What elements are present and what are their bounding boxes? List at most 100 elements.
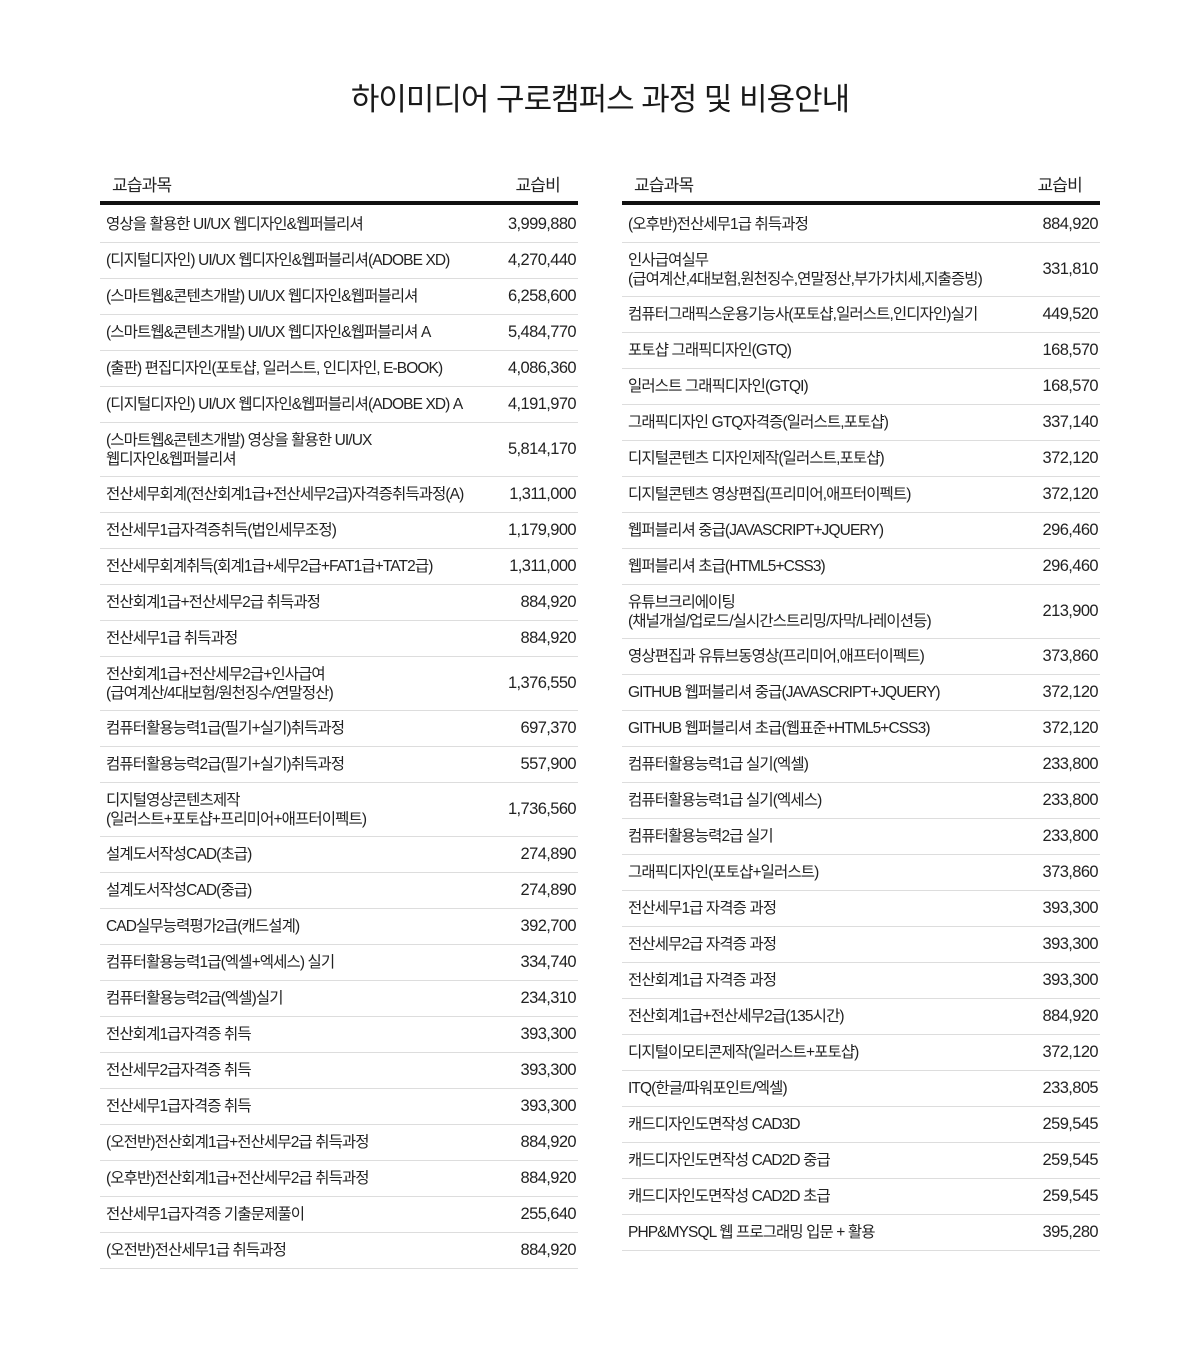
table-row: 컴퓨터활용능력2급(엑셀)실기 234,310	[100, 981, 578, 1017]
table-row: 영상편집과 유튜브동영상(프리미어,애프터이펙트) 373,860	[622, 639, 1100, 675]
course-fee-table-right: 교습과목 교습비 (오후반)전산세무1급 취득과정 884,920 인사급여실무 (…	[622, 165, 1100, 1251]
table-row: 전산세무회계(전산회계1급+전산세무2급)자격증취득과정(A) 1,311,000	[100, 477, 578, 513]
table-row: 디지털이모티콘제작(일러스트+포토샵) 372,120	[622, 1035, 1100, 1071]
table-row: 전산세무2급 자격증 과정 393,300	[622, 927, 1100, 963]
course-fee: 884,920	[1042, 215, 1099, 233]
course-name: (스마트웹&콘텐츠개발) UI/UX 웹디자인&웹퍼블리셔 A	[106, 324, 431, 341]
table-body: (오후반)전산세무1급 취득과정 884,920 인사급여실무 (급여계산,4대보험…	[622, 207, 1100, 1251]
course-name: (오전반)전산회계1급+전산세무2급 취득과정	[106, 1134, 370, 1151]
course-fee: 3,999,880	[507, 215, 577, 233]
course-fee: 884,920	[520, 629, 577, 647]
course-name: 전산회계1급자격증 취득	[106, 1026, 252, 1043]
table-row: 전산회계1급+전산세무2급 취득과정 884,920	[100, 585, 578, 621]
course-name: ITQ(한글/파워포인트/엑셀)	[628, 1080, 788, 1097]
course-fee: 4,270,440	[507, 251, 577, 269]
course-fee: 5,484,770	[507, 323, 577, 341]
course-name: 전산세무1급자격증취득(법인세무조정)	[106, 522, 337, 539]
course-fee: 234,310	[520, 989, 577, 1007]
course-fee: 393,300	[1042, 935, 1099, 953]
course-name: (스마트웹&콘텐츠개발) 영상을 활용한 UI/UX 웹디자인&웹퍼블리셔	[106, 431, 372, 468]
course-fee: 274,890	[520, 845, 577, 863]
course-fee: 337,140	[1042, 413, 1099, 431]
course-name: 전산세무1급 자격증 과정	[628, 900, 777, 917]
course-name: 디지털영상콘텐츠제작 (일러스트+포토샵+프리미어+애프터이펙트)	[106, 791, 367, 828]
table-row: 일러스트 그래픽디자인(GTQI) 168,570	[622, 369, 1100, 405]
course-fee: 1,311,000	[509, 557, 576, 575]
course-name: 전산세무1급자격증 기출문제풀이	[106, 1206, 305, 1223]
course-fee: 884,920	[520, 1133, 577, 1151]
table-row: (디지털디자인) UI/UX 웹디자인&웹퍼블리셔(ADOBE XD) A 4,1…	[100, 387, 578, 423]
table-row: (오후반)전산세무1급 취득과정 884,920	[622, 207, 1100, 243]
course-fee: 274,890	[520, 881, 577, 899]
table-row: 컴퓨터활용능력1급(엑셀+엑세스) 실기 334,740	[100, 945, 578, 981]
course-fee: 372,120	[1042, 449, 1099, 467]
course-name: 전산세무2급자격증 취득	[106, 1062, 252, 1079]
course-name: 전산세무1급 취득과정	[106, 630, 238, 647]
course-name: CAD실무능력평가2급(캐드설계)	[106, 918, 300, 935]
table-row: (스마트웹&콘텐츠개발) UI/UX 웹디자인&웹퍼블리셔 6,258,600	[100, 279, 578, 315]
table-row: (오전반)전산세무1급 취득과정 884,920	[100, 1233, 578, 1269]
table-row: 전산회계1급 자격증 과정 393,300	[622, 963, 1100, 999]
table-row: 전산회계1급+전산세무2급+인사급여 (급여계산/4대보험/원천징수/연말정산)…	[100, 657, 578, 711]
table-row: 전산회계1급자격증 취득 393,300	[100, 1017, 578, 1053]
course-fee: 296,460	[1042, 557, 1099, 575]
course-fee: 5,814,170	[507, 440, 577, 458]
header-fee: 교습비	[1037, 175, 1082, 195]
table-row: 그래픽디자인 GTQ자격증(일러스트,포토샵) 337,140	[622, 405, 1100, 441]
table-row: 웹퍼블리셔 중급(JAVASCRIPT+JQUERY) 296,460	[622, 513, 1100, 549]
course-fee: 393,300	[520, 1025, 577, 1043]
course-name: (오후반)전산회계1급+전산세무2급 취득과정	[106, 1170, 370, 1187]
course-name: 캐드디자인도면작성 CAD3D	[628, 1116, 801, 1133]
course-name: 전산회계1급+전산세무2급+인사급여 (급여계산/4대보험/원천징수/연말정산)	[106, 665, 334, 702]
course-fee: 4,086,360	[507, 359, 577, 377]
course-fee: 373,860	[1042, 863, 1099, 881]
table-row: (스마트웹&콘텐츠개발) UI/UX 웹디자인&웹퍼블리셔 A 5,484,770	[100, 315, 578, 351]
course-fee: 259,545	[1042, 1187, 1099, 1205]
table-row: 전산세무2급자격증 취득 393,300	[100, 1053, 578, 1089]
table-row: 디지털영상콘텐츠제작 (일러스트+포토샵+프리미어+애프터이펙트) 1,736,5…	[100, 783, 578, 837]
course-name: (디지털디자인) UI/UX 웹디자인&웹퍼블리셔(ADOBE XD) A	[106, 396, 463, 413]
course-fee: 373,860	[1042, 647, 1099, 665]
course-fee: 1,311,000	[509, 485, 576, 503]
course-name: 포토샵 그래픽디자인(GTQ)	[628, 342, 792, 359]
table-row: ITQ(한글/파워포인트/엑셀) 233,805	[622, 1071, 1100, 1107]
course-fee: 168,570	[1042, 341, 1099, 359]
table-row: 인사급여실무 (급여계산,4대보험,원천징수,연말정산,부가가치세,지출증빙) 3…	[622, 243, 1100, 297]
table-row: 컴퓨터활용능력2급 실기 233,800	[622, 819, 1100, 855]
course-fee: 4,191,970	[507, 395, 577, 413]
table-row: GITHUB 웹퍼블리셔 중급(JAVASCRIPT+JQUERY) 372,12…	[622, 675, 1100, 711]
course-name: (오전반)전산세무1급 취득과정	[106, 1242, 287, 1259]
table-row: 전산세무1급자격증 기출문제풀이 255,640	[100, 1197, 578, 1233]
course-name: 컴퓨터활용능력1급(엑셀+엑세스) 실기	[106, 954, 335, 971]
course-fee: 393,300	[520, 1061, 577, 1079]
table-row: 그래픽디자인(포토샵+일러스트) 373,860	[622, 855, 1100, 891]
course-fee: 233,800	[1042, 755, 1099, 773]
table-row: 디지털콘텐츠 디자인제작(일러스트,포토샵) 372,120	[622, 441, 1100, 477]
table-row: GITHUB 웹퍼블리셔 초급(웹표준+HTML5+CSS3) 372,120	[622, 711, 1100, 747]
course-name: 인사급여실무 (급여계산,4대보험,원천징수,연말정산,부가가치세,지출증빙)	[628, 251, 983, 288]
course-fee-table-left: 교습과목 교습비 영상을 활용한 UI/UX 웹디자인&웹퍼블리셔 3,999,8…	[100, 165, 578, 1269]
table-row: (오후반)전산회계1급+전산세무2급 취득과정 884,920	[100, 1161, 578, 1197]
page-title: 하이미디어 구로캠퍼스 과정 및 비용안내	[350, 82, 850, 117]
table-row: CAD실무능력평가2급(캐드설계) 392,700	[100, 909, 578, 945]
course-name: 컴퓨터활용능력1급(필기+실기)취득과정	[106, 720, 345, 737]
course-fee: 233,800	[1042, 791, 1099, 809]
table-row: 설계도서작성CAD(초급) 274,890	[100, 837, 578, 873]
table-row: 전산세무1급자격증취득(법인세무조정) 1,179,900	[100, 513, 578, 549]
table-row: (스마트웹&콘텐츠개발) 영상을 활용한 UI/UX 웹디자인&웹퍼블리셔 5,8…	[100, 423, 578, 477]
course-name: GITHUB 웹퍼블리셔 초급(웹표준+HTML5+CSS3)	[628, 720, 931, 737]
course-name: 컴퓨터그래픽스운용기능사(포토샵,일러스트,인디자인)실기	[628, 306, 978, 323]
course-name: 컴퓨터활용능력1급 실기(엑세스)	[628, 792, 822, 809]
course-name: GITHUB 웹퍼블리셔 중급(JAVASCRIPT+JQUERY)	[628, 684, 941, 701]
course-name: 전산세무회계취득(회계1급+세무2급+FAT1급+TAT2급)	[106, 558, 433, 575]
course-name: 전산회계1급+전산세무2급 취득과정	[106, 594, 321, 611]
course-fee: 372,120	[1042, 683, 1099, 701]
course-name: 캐드디자인도면작성 CAD2D 중급	[628, 1152, 831, 1169]
table-row: (출판) 편집디자인(포토샵, 일러스트, 인디자인, E-BOOK) 4,086…	[100, 351, 578, 387]
course-name: (출판) 편집디자인(포토샵, 일러스트, 인디자인, E-BOOK)	[106, 360, 443, 377]
course-name: 전산세무회계(전산회계1급+전산세무2급)자격증취득과정(A)	[106, 486, 464, 503]
course-fee: 697,370	[520, 719, 577, 737]
table-row: 컴퓨터활용능력2급(필기+실기)취득과정 557,900	[100, 747, 578, 783]
table-row: 컴퓨터그래픽스운용기능사(포토샵,일러스트,인디자인)실기 449,520	[622, 297, 1100, 333]
table-row: 컴퓨터활용능력1급 실기(엑세스) 233,800	[622, 783, 1100, 819]
